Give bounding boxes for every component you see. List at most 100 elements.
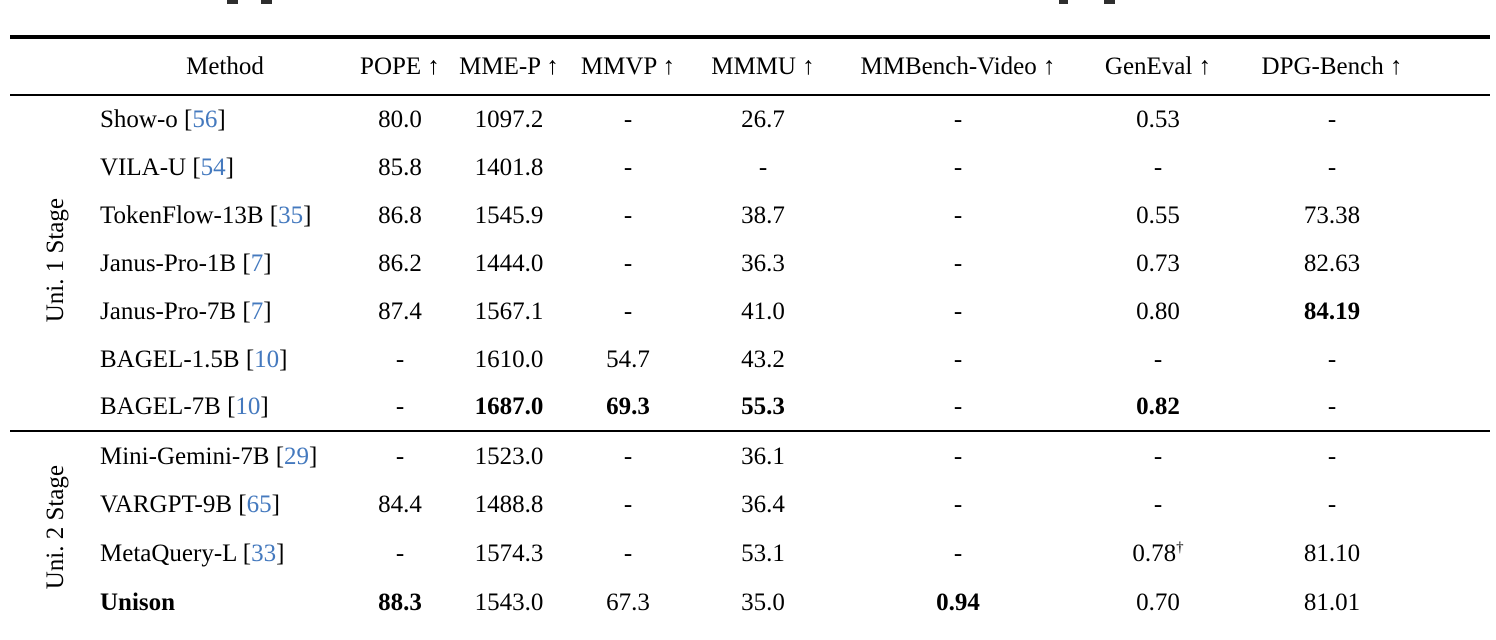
column-header-metric: MMVP ↑ bbox=[580, 53, 676, 80]
metric-value: - bbox=[953, 106, 963, 133]
spacer-cell bbox=[1426, 95, 1490, 143]
metric-value: - bbox=[623, 153, 633, 181]
metric-cell: - bbox=[350, 529, 450, 578]
method-cell: BAGEL-1.5B [10] bbox=[100, 345, 288, 373]
citation-link[interactable]: 7 bbox=[250, 249, 264, 277]
metric-cell: 0.73 bbox=[1078, 239, 1238, 287]
table-row: BAGEL-7B [10] - 1687.0 69.3 55.3 - 0.82 - bbox=[10, 383, 1490, 431]
metric-value: - bbox=[1153, 345, 1163, 373]
citation-link[interactable]: 65 bbox=[246, 491, 272, 518]
metric-cell: - bbox=[1078, 480, 1238, 529]
method-name: Show-o bbox=[100, 106, 178, 133]
metric-value: 0.53 bbox=[1136, 106, 1180, 133]
method-cell: BAGEL-7B [10] bbox=[100, 393, 269, 420]
method-cell: VILA-U [54] bbox=[100, 153, 234, 181]
citation-link[interactable]: 7 bbox=[250, 297, 264, 325]
metric-cell: 1545.9 bbox=[450, 191, 568, 239]
metric-value: - bbox=[623, 540, 633, 567]
method-name: Mini-Gemini-7B bbox=[100, 442, 270, 470]
citation-link[interactable]: 56 bbox=[192, 106, 218, 133]
spacer-cell bbox=[1426, 480, 1490, 529]
metric-cell: 86.8 bbox=[350, 191, 450, 239]
metric-cell: 67.3 bbox=[568, 578, 688, 627]
metric-value: - bbox=[623, 106, 633, 133]
method-name: TokenFlow-13B bbox=[100, 201, 264, 229]
metric-value: - bbox=[953, 491, 963, 518]
citation-link[interactable]: 54 bbox=[200, 153, 226, 181]
metric-cell: - bbox=[568, 95, 688, 143]
method-name: MetaQuery-L bbox=[100, 540, 237, 567]
metric-value: 1574.3 bbox=[474, 540, 544, 567]
metric-cell: 35.0 bbox=[688, 578, 838, 627]
group-cell: Uni. 2 Stage bbox=[10, 431, 100, 627]
spacer-column-header bbox=[1426, 37, 1490, 95]
metric-value: 85.8 bbox=[378, 153, 422, 181]
method-cell: Show-o [56] bbox=[100, 106, 226, 133]
metric-cell: - bbox=[838, 529, 1078, 578]
metric-value: - bbox=[1153, 153, 1163, 181]
table-row: VILA-U [54] 85.8 1401.8 - - - - - bbox=[10, 143, 1490, 191]
method-cell: Unison bbox=[100, 578, 350, 627]
metric-cell: 1401.8 bbox=[450, 143, 568, 191]
metric-cell: 81.10 bbox=[1238, 529, 1426, 578]
metric-cell: - bbox=[838, 383, 1078, 431]
metric-value: 54.7 bbox=[606, 345, 650, 373]
metric-cell: - bbox=[1238, 383, 1426, 431]
table-row: Janus-Pro-1B [7] 86.2 1444.0 - 36.3 - 0.73 82.6… bbox=[10, 239, 1490, 287]
spacer-cell bbox=[1426, 239, 1490, 287]
table-group: Uni. 2 Stage Mini-Gemini-7B [29] - 1523.0 - 3… bbox=[10, 431, 1490, 627]
metric-cell: 0.55 bbox=[1078, 191, 1238, 239]
spacer-cell bbox=[1426, 383, 1490, 431]
metric-value: 43.2 bbox=[741, 345, 785, 373]
spacer-cell bbox=[1426, 578, 1490, 627]
metric-value: - bbox=[953, 153, 963, 181]
table-row: Uni. 1 Stage Show-o [56] 80.0 1097.2 - 26.7 - 0… bbox=[10, 95, 1490, 323]
caption-remnant-mark bbox=[1104, 0, 1115, 4]
metric-cell: 86.2 bbox=[350, 239, 450, 287]
method-cell: MetaQuery-L [33] bbox=[100, 540, 285, 567]
group-label: Uni. 2 Stage bbox=[41, 464, 69, 590]
metric-value: - bbox=[1327, 106, 1337, 133]
table-row: Uni. 2 Stage Mini-Gemini-7B [29] - 1523.0 - 3… bbox=[10, 431, 1490, 590]
citation-link[interactable]: 33 bbox=[251, 540, 277, 567]
metric-value: 53.1 bbox=[741, 540, 785, 567]
metric-value: - bbox=[395, 345, 405, 373]
metric-cell: 1610.0 bbox=[450, 335, 568, 383]
metric-value: - bbox=[395, 393, 405, 420]
metric-value: - bbox=[953, 297, 963, 325]
metric-value: 80.0 bbox=[378, 106, 422, 133]
spacer-cell bbox=[1426, 529, 1490, 578]
metric-value: 1567.1 bbox=[474, 297, 544, 325]
metric-value: 35.0 bbox=[741, 589, 785, 616]
metric-cell: - bbox=[1238, 95, 1426, 143]
citation-link[interactable]: 10 bbox=[235, 393, 261, 420]
metric-value: 1444.0 bbox=[474, 249, 544, 277]
metric-value: 81.10 bbox=[1303, 540, 1361, 567]
caption-remnant-mark bbox=[1059, 0, 1068, 4]
metric-value: - bbox=[1327, 153, 1337, 181]
citation-link[interactable]: 35 bbox=[278, 201, 304, 229]
metric-cell: 88.3 bbox=[350, 578, 450, 627]
method-cell: Mini-Gemini-7B [29] bbox=[100, 442, 318, 470]
metric-value: - bbox=[758, 153, 768, 181]
benchmark-table: Method POPE ↑ MME-P ↑ MMVP ↑ MMMU ↑ MMBench-V… bbox=[10, 35, 1490, 627]
metric-cell: - bbox=[1238, 431, 1426, 480]
metric-value: - bbox=[953, 345, 963, 373]
metric-cell: 41.0 bbox=[688, 287, 838, 335]
metric-cell: - bbox=[568, 480, 688, 529]
citation-link[interactable]: 29 bbox=[284, 442, 310, 470]
metric-value: 55.3 bbox=[741, 393, 785, 420]
metric-value: - bbox=[1327, 393, 1337, 420]
metric-value: 67.3 bbox=[606, 589, 650, 616]
metric-value: 1543.0 bbox=[474, 589, 544, 616]
table-row: BAGEL-1.5B [10] - 1610.0 54.7 43.2 - - - bbox=[10, 335, 1490, 383]
citation-link[interactable]: 10 bbox=[254, 345, 280, 373]
metric-cell: 80.0 bbox=[350, 95, 450, 143]
metric-cell: - bbox=[1078, 143, 1238, 191]
metric-value: 0.55 bbox=[1136, 201, 1180, 229]
metric-cell: - bbox=[350, 383, 450, 431]
metric-cell: 1523.0 bbox=[450, 431, 568, 480]
method-name: VARGPT-9B bbox=[100, 491, 232, 518]
metric-cell: 0.78† bbox=[1078, 529, 1238, 578]
metric-value: 73.38 bbox=[1303, 201, 1361, 229]
